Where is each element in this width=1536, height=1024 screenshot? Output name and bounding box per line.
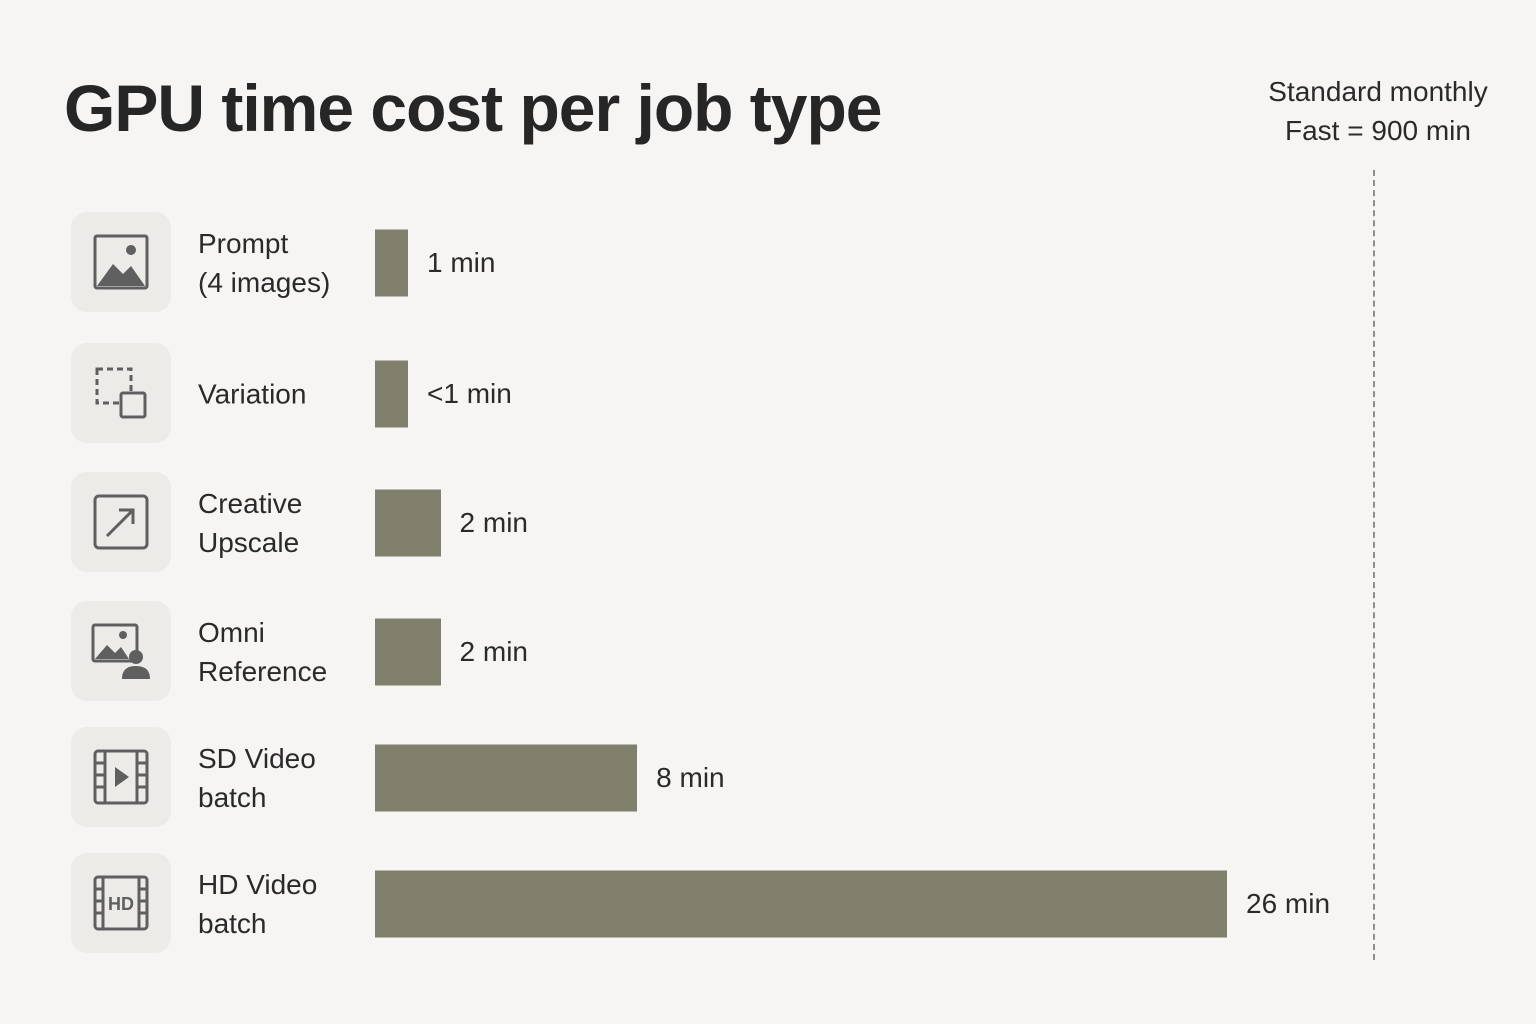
category-label-line: Prompt	[198, 228, 289, 259]
svg-text:HD: HD	[108, 894, 134, 914]
bar	[375, 744, 638, 812]
bar-row: HD HD Video batch 26 min	[0, 853, 1536, 955]
category-label-line: SD Video	[198, 743, 316, 774]
value-label: 26 min	[1246, 888, 1331, 919]
category-label: HD Video batch	[198, 865, 368, 943]
category-label: Omni Reference	[198, 613, 368, 691]
category-label: Creative Upscale	[198, 484, 368, 562]
reference-label-line2: Fast = 900 min	[1285, 115, 1471, 146]
category-label-line: HD Video	[198, 869, 318, 900]
video-icon	[71, 727, 171, 827]
value-label: 2 min	[459, 507, 528, 538]
chart-title: GPU time cost per job type	[64, 71, 882, 145]
category-label-line: Creative	[198, 488, 303, 519]
category-label: SD Video batch	[198, 739, 368, 817]
value-label: <1 min	[427, 378, 512, 409]
bar-row: Omni Reference 2 min	[0, 601, 1536, 703]
category-label-line: Upscale	[198, 527, 300, 558]
bar	[375, 229, 408, 297]
omni-reference-icon	[71, 601, 171, 701]
bar-row: Prompt (4 images) 1 min	[0, 212, 1536, 314]
bar	[375, 618, 441, 686]
value-label: 8 min	[656, 762, 725, 793]
category-label-line: Variation	[198, 378, 307, 410]
upscale-arrow-icon	[71, 472, 171, 572]
bar-row: SD Video batch 8 min	[0, 727, 1536, 829]
value-label: 1 min	[427, 247, 496, 278]
category-label: Prompt (4 images)	[198, 224, 368, 302]
category-label-line: batch	[198, 908, 267, 939]
reference-dashed-line	[1373, 170, 1375, 960]
category-label-line: Omni	[198, 617, 265, 648]
category-label: Variation	[198, 375, 368, 414]
bar	[375, 870, 1227, 938]
bar-row: Creative Upscale 2 min	[0, 472, 1536, 574]
hd-video-icon: HD	[71, 853, 171, 953]
reference-label: Standard monthly Fast = 900 min	[1238, 72, 1518, 150]
image-icon	[71, 212, 171, 312]
variation-icon	[71, 343, 171, 443]
value-label: 2 min	[459, 636, 528, 667]
bar	[375, 489, 441, 557]
bar-row: Variation <1 min	[0, 343, 1536, 445]
category-label-line: Reference	[198, 656, 328, 687]
category-label-line: batch	[198, 782, 267, 813]
reference-label-line1: Standard monthly	[1268, 76, 1488, 107]
bar	[375, 360, 408, 428]
category-label-line: (4 images)	[198, 267, 331, 298]
